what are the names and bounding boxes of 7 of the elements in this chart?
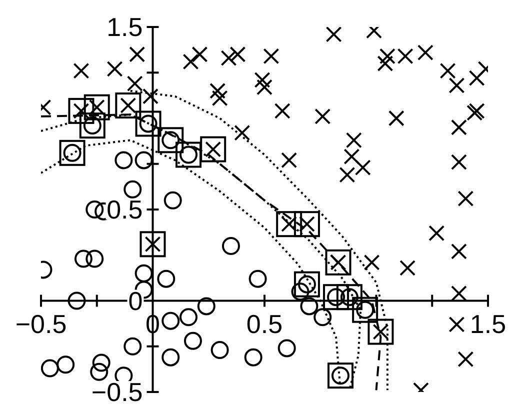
x-tick-label: 1.5: [470, 308, 506, 339]
y-tick-label: 0.5: [106, 194, 143, 224]
y-tick-label: −0.5: [91, 377, 143, 407]
y-tick-label: 0: [128, 286, 143, 316]
y-tick-label: 1.5: [106, 12, 143, 42]
x-tick-label: 0.5: [246, 308, 283, 339]
x-tick-label: −0.5: [15, 308, 67, 339]
